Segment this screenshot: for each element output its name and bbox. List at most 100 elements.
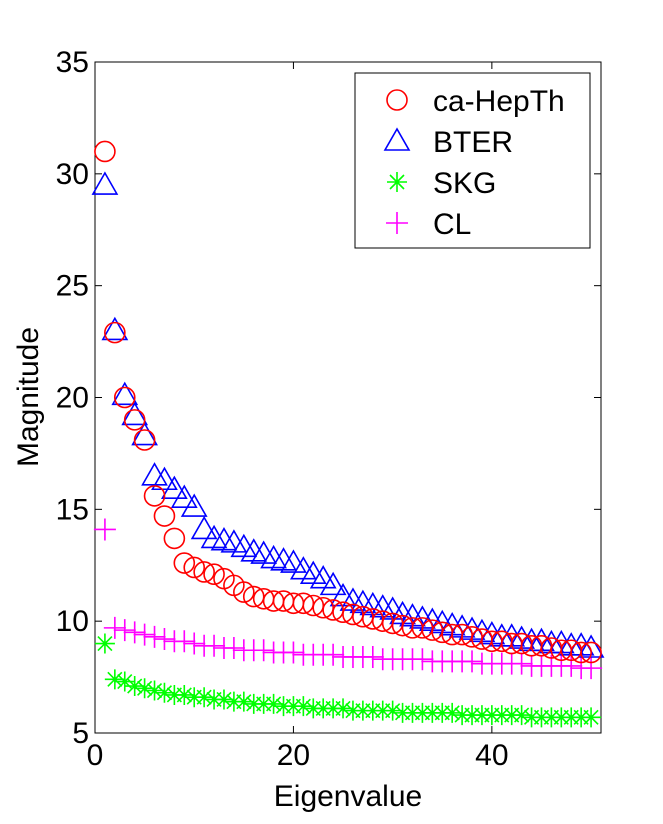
y-tick-label: 10: [56, 605, 89, 638]
data-point: [153, 505, 176, 527]
data-point: [183, 556, 206, 579]
data-point: [371, 610, 394, 632]
legend-marker: [386, 212, 408, 234]
data-point: [104, 321, 126, 344]
data-point: [154, 682, 175, 703]
data-point: [442, 702, 463, 723]
data-marks: [91, 140, 605, 728]
data-point: [293, 696, 314, 717]
y-tick-label: 15: [56, 493, 89, 526]
data-point: [280, 549, 307, 573]
data-point: [302, 594, 325, 617]
data-point: [104, 669, 125, 690]
y-tick-label: 20: [56, 382, 89, 415]
data-point: [581, 707, 602, 728]
data-point: [580, 641, 602, 664]
legend-label: ca-HepTh: [433, 85, 565, 118]
data-point: [233, 581, 255, 603]
data-point: [309, 565, 337, 589]
x-tick-label: 20: [277, 739, 310, 772]
x-tick-label: 0: [87, 739, 104, 772]
data-point: [124, 676, 145, 697]
data-point: [233, 691, 254, 712]
data-point: [93, 518, 116, 541]
data-point: [361, 645, 384, 668]
data-point: [292, 592, 315, 615]
data-point: [203, 563, 225, 585]
data-point: [411, 617, 434, 639]
series-ca-hepth: [94, 140, 602, 664]
data-point: [530, 634, 553, 657]
data-point: [451, 623, 473, 646]
data-point: [103, 616, 126, 639]
legend: ca-HepTh BTER SKG CL: [354, 72, 591, 249]
data-point: [114, 671, 135, 692]
data-point: [173, 630, 196, 653]
legend-box: [354, 72, 591, 249]
data-point: [153, 628, 176, 651]
data-point: [144, 680, 165, 701]
data-point: [322, 599, 344, 621]
data-point: [411, 648, 434, 671]
data-point: [421, 619, 444, 641]
data-point: [133, 623, 156, 646]
data-point: [381, 612, 404, 635]
data-point: [570, 641, 592, 664]
data-point: [263, 693, 284, 714]
data-point: [461, 650, 484, 673]
data-point: [342, 603, 364, 626]
legend-marker: [383, 127, 411, 151]
legend-marker: [386, 89, 408, 111]
data-point: [113, 386, 136, 409]
y-axis-label: Magnitude: [12, 327, 45, 467]
data-point: [91, 171, 119, 195]
data-point: [362, 608, 384, 630]
data-point: [382, 700, 403, 721]
data-point: [461, 626, 483, 648]
data-point: [131, 421, 158, 446]
data-point: [352, 605, 374, 628]
data-point: [510, 652, 533, 675]
data-point: [133, 429, 156, 451]
data-point: [113, 619, 136, 642]
data-point: [333, 698, 354, 719]
data-point: [163, 527, 186, 550]
y-axis: 5 10 15 20 25 30 35: [56, 46, 601, 750]
data-point: [111, 381, 139, 406]
data-point: [134, 678, 155, 699]
data-point: [560, 654, 583, 677]
data-point: [511, 705, 532, 726]
data-point: [194, 687, 215, 708]
data-point: [143, 625, 166, 648]
data-point: [332, 601, 354, 624]
data-point: [580, 657, 603, 680]
data-point: [143, 485, 166, 507]
data-point: [123, 621, 146, 644]
series-skg: [94, 633, 602, 728]
data-point: [173, 552, 196, 574]
legend-label: SKG: [433, 167, 496, 200]
data-point: [203, 634, 226, 657]
data-point: [121, 401, 149, 426]
data-point: [242, 585, 265, 608]
data-point: [282, 641, 305, 664]
data-point: [213, 689, 234, 710]
data-point: [160, 475, 188, 500]
x-axis: 0 20 40: [87, 62, 509, 772]
data-point: [183, 632, 206, 655]
y-tick-label: 5: [72, 717, 89, 750]
data-point: [319, 571, 347, 596]
data-point: [322, 643, 345, 666]
y-tick-label: 35: [56, 46, 89, 79]
data-point: [577, 634, 605, 658]
data-point: [174, 684, 195, 705]
x-tick-label: 40: [475, 739, 508, 772]
data-point: [94, 633, 115, 654]
legend-label: BTER: [433, 126, 513, 159]
data-point: [170, 484, 198, 508]
data-point: [101, 316, 129, 341]
data-point: [123, 409, 146, 431]
data-point: [252, 639, 275, 662]
data-point: [190, 515, 218, 540]
